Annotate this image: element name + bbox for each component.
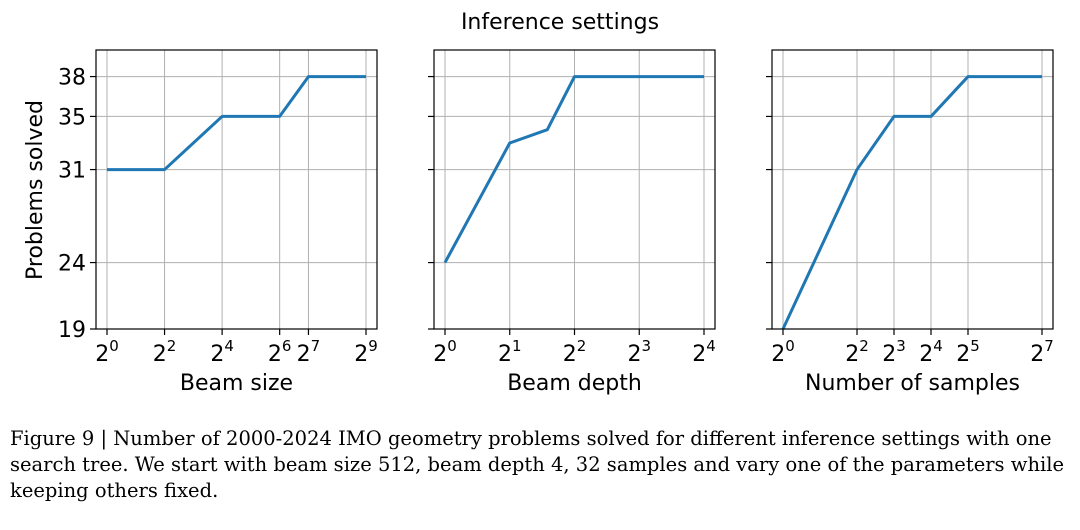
chart-panel-1: 19 24 31 35 38 20 22 24 26 27 29 Beam size — [58, 49, 378, 396]
x-tick-label: 22 — [563, 337, 587, 367]
x-tick-label: 29 — [354, 337, 378, 367]
x-tick-label: 24 — [692, 337, 716, 367]
x-tick-label: 22 — [845, 337, 869, 367]
x-tick-label: 21 — [498, 337, 522, 367]
series-line — [107, 75, 366, 172]
y-tick-label: 19 — [58, 318, 86, 343]
figure-caption: Figure 9 | Number of 2000-2024 IMO geome… — [10, 427, 1065, 502]
chart-panel-3: 20 22 23 24 25 27 Number of samples — [766, 49, 1054, 396]
suptitle: Inference settings — [461, 10, 659, 35]
series-line — [781, 75, 1042, 330]
chart-panel-2: 20 21 22 23 24 Beam depth — [428, 49, 716, 396]
y-tick-label: 24 — [58, 252, 86, 277]
axes-frame — [95, 49, 378, 330]
x-tick-label: 26 — [268, 337, 292, 367]
x-tick-label: 20 — [771, 337, 795, 367]
x-tick-label: 27 — [297, 337, 321, 367]
x-tick-label: 25 — [956, 337, 980, 367]
x-tick-label: 27 — [1030, 337, 1054, 367]
x-axis-label: Beam depth — [507, 371, 642, 396]
y-tick-label: 38 — [58, 66, 86, 91]
x-tick-label: 20 — [433, 337, 457, 367]
x-tick-label: 20 — [95, 337, 119, 367]
x-tick-label: 23 — [627, 337, 651, 367]
series-line — [443, 75, 704, 264]
x-tick-label: 24 — [919, 337, 943, 367]
x-tick-label: 23 — [882, 337, 906, 367]
axes-frame — [771, 49, 1054, 330]
x-tick-label: 22 — [153, 337, 177, 367]
x-axis-label: Beam size — [180, 371, 293, 396]
x-axis-label: Number of samples — [805, 371, 1020, 396]
x-tick-label: 24 — [210, 337, 234, 367]
y-tick-label: 35 — [58, 105, 86, 130]
y-axis-label: Problems solved — [23, 100, 48, 280]
y-tick-label: 31 — [58, 159, 86, 184]
